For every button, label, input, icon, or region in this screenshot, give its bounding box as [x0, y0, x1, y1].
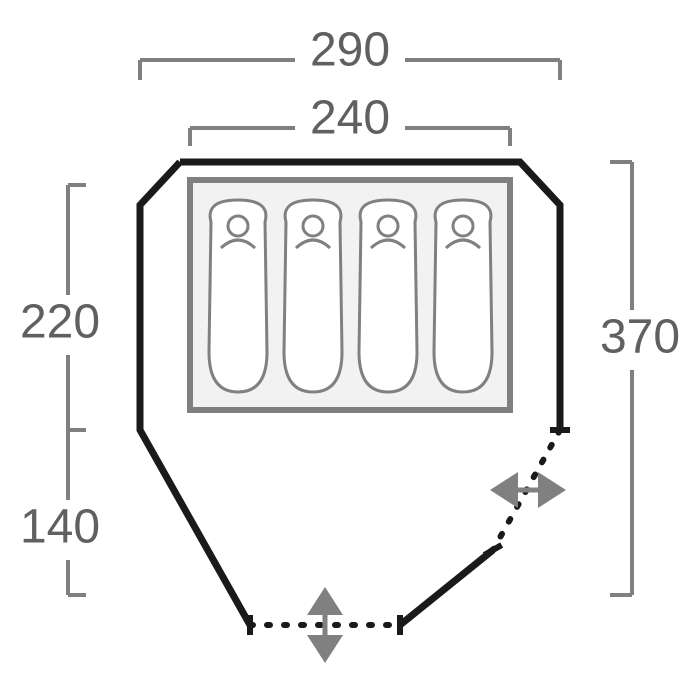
dim-label-left-upper: 220 — [20, 296, 100, 349]
sleeping-bag-icon — [284, 200, 342, 392]
dim-bracket-right — [610, 162, 632, 595]
dim-label-top-inner: 240 — [310, 92, 390, 145]
double-arrow-icon — [490, 472, 566, 508]
dim-label-left-lower: 140 — [20, 501, 100, 554]
dim-label-right: 370 — [600, 311, 680, 364]
sleeping-bag-icon — [434, 200, 492, 392]
sleeping-bag-icon — [359, 200, 417, 392]
dim-label-top-outer: 290 — [310, 24, 390, 77]
tent-floorplan-diagram: 290 240 220 140 370 — [0, 0, 700, 700]
sleeping-bag-icon — [209, 200, 267, 392]
